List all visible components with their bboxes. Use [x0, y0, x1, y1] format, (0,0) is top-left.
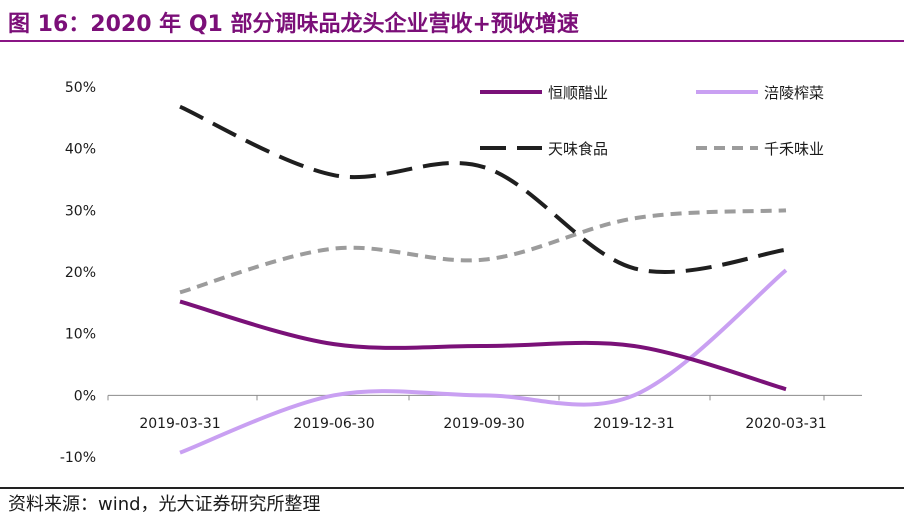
data-point: [632, 266, 636, 270]
data-point: [178, 300, 182, 304]
series-line-qianhe: [179, 208, 787, 295]
series-line-fuling: [179, 268, 788, 455]
data-point: [784, 208, 788, 212]
data-point: [784, 248, 788, 252]
chart-axes: 50% 40% 30% 20% 10% 0% -10% 2019-03-31 2019-06-3…: [60, 80, 862, 466]
data-point: [332, 247, 336, 251]
y-tick-label: -10%: [60, 450, 96, 466]
x-tick-label: 2019-06-30: [293, 416, 374, 432]
x-tick-label: 2020-03-31: [745, 416, 826, 432]
data-point: [332, 173, 336, 177]
legend-label-hengshun: 恒顺醋业: [548, 84, 608, 102]
series-line-hengshun: [179, 299, 787, 392]
data-point: [482, 165, 486, 169]
source-divider: [0, 487, 904, 489]
data-point: [482, 393, 486, 397]
data-point: [178, 451, 182, 455]
legend-label-fuling: 涪陵榨菜: [764, 84, 824, 102]
data-point: [332, 393, 336, 397]
y-tick-label: 40%: [65, 142, 96, 158]
title-divider: [0, 40, 904, 42]
data-point: [178, 105, 182, 109]
chart-series: [178, 104, 788, 455]
x-tick-label: 2019-03-31: [139, 416, 220, 432]
data-point: [784, 268, 788, 272]
x-tick-label: 2019-12-31: [593, 416, 674, 432]
y-tick-label: 50%: [65, 80, 96, 96]
data-point: [632, 393, 636, 397]
data-point: [784, 387, 788, 391]
data-point: [482, 258, 486, 262]
figure-title: 图 16：2020 年 Q1 部分调味品龙头企业营收+预收增速: [8, 12, 579, 37]
data-point: [482, 344, 486, 348]
y-tick-label: 0%: [74, 388, 96, 404]
y-tick-label: 30%: [65, 203, 96, 219]
data-point: [632, 216, 636, 220]
data-point: [178, 290, 182, 294]
data-point: [332, 342, 336, 346]
series-line-tianwei: [179, 104, 787, 274]
y-tick-label: 20%: [65, 265, 96, 281]
data-point: [632, 344, 636, 348]
y-tick-label: 10%: [65, 327, 96, 343]
legend-label-tianwei: 天味食品: [548, 140, 608, 158]
legend-label-qianhe: 千禾味业: [764, 140, 824, 158]
x-tick-label: 2019-09-30: [443, 416, 524, 432]
source-note: 资料来源：wind，光大证券研究所整理: [8, 494, 321, 515]
